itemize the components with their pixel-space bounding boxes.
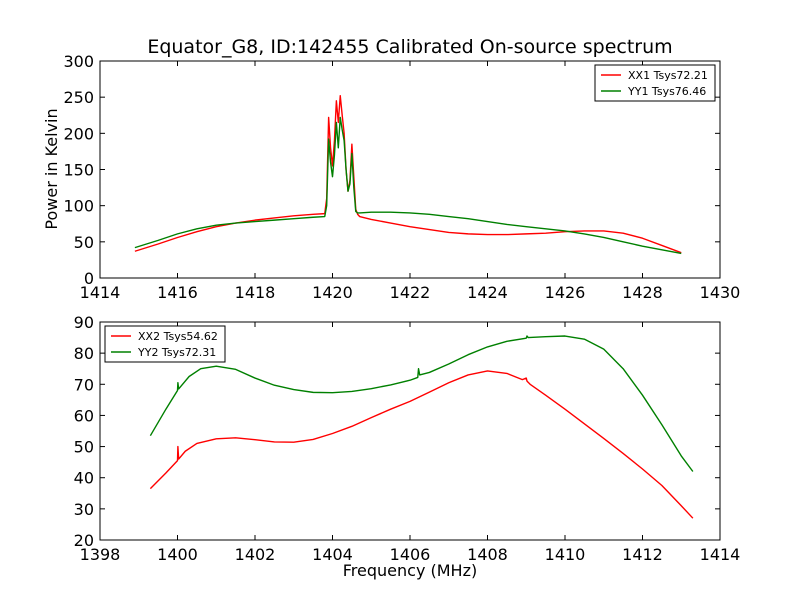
y-tick-label: 80 (74, 344, 94, 363)
top-y-axis-label: Power in Kelvin (42, 108, 61, 229)
series-line-2-2 (149, 335, 694, 472)
x-tick-label: 1400 (157, 545, 198, 564)
x-tick-label: 1430 (700, 283, 741, 302)
x-tick-label: 1408 (467, 545, 508, 564)
y-tick-label: 250 (63, 88, 94, 107)
x-tick-label: 1410 (545, 545, 586, 564)
top-plot: 1414 1416 1418 1420 1422 1424 1426 1428 1430 0 50 1… (63, 52, 740, 302)
legend-label: XX2 Tsys54.62 (138, 330, 218, 343)
x-tick-label: 1426 (545, 283, 586, 302)
legend-label: YY1 Tsys76.46 (627, 85, 706, 98)
y-tick-label: 300 (63, 52, 94, 71)
bottom-x-axis-label: Frequency (MHz) (343, 561, 477, 580)
x-tick-label: 1428 (622, 283, 663, 302)
x-tick-label: 1420 (312, 283, 353, 302)
bottom-plot: 1398 1400 1402 1404 1406 1408 1410 1412 1414 20 30… (74, 313, 741, 564)
legend-label: YY2 Tsys72.31 (137, 346, 216, 359)
y-tick-label: 50 (74, 438, 94, 457)
y-tick-label: 70 (74, 375, 94, 394)
y-tick-label: 90 (74, 313, 94, 332)
legend-box (594, 64, 716, 102)
y-tick-label: 20 (74, 531, 94, 550)
x-tick-label: 1414 (80, 283, 121, 302)
series-line-1-2 (134, 116, 682, 255)
y-tick-label: 100 (63, 197, 94, 216)
y-tick-label: 200 (63, 124, 94, 143)
x-tick-label: 1398 (80, 545, 121, 564)
y-tick-label: 60 (74, 406, 94, 425)
x-tick-label: 1412 (622, 545, 663, 564)
x-tick-label: 1418 (235, 283, 276, 302)
x-tick-label: 1424 (467, 283, 508, 302)
x-tick-label: 1416 (157, 283, 198, 302)
x-tick-label: 1414 (700, 545, 741, 564)
x-tick-label: 1404 (312, 545, 353, 564)
y-tick-label: 50 (74, 233, 94, 252)
x-tick-label: 1406 (390, 545, 431, 564)
legend-label: XX1 Tsys72.21 (628, 69, 708, 82)
y-tick-label: 150 (63, 161, 94, 180)
y-tick-label: 40 (74, 469, 94, 488)
y-tick-label: 30 (74, 500, 94, 519)
chart-title: Equator_G8, ID:142455 Calibrated On-sour… (147, 36, 672, 58)
x-tick-label: 1402 (235, 545, 276, 564)
y-tick-label: 0 (84, 269, 94, 288)
legend-box (104, 325, 226, 363)
series-line-2-1 (149, 370, 694, 519)
x-tick-label: 1422 (390, 283, 431, 302)
